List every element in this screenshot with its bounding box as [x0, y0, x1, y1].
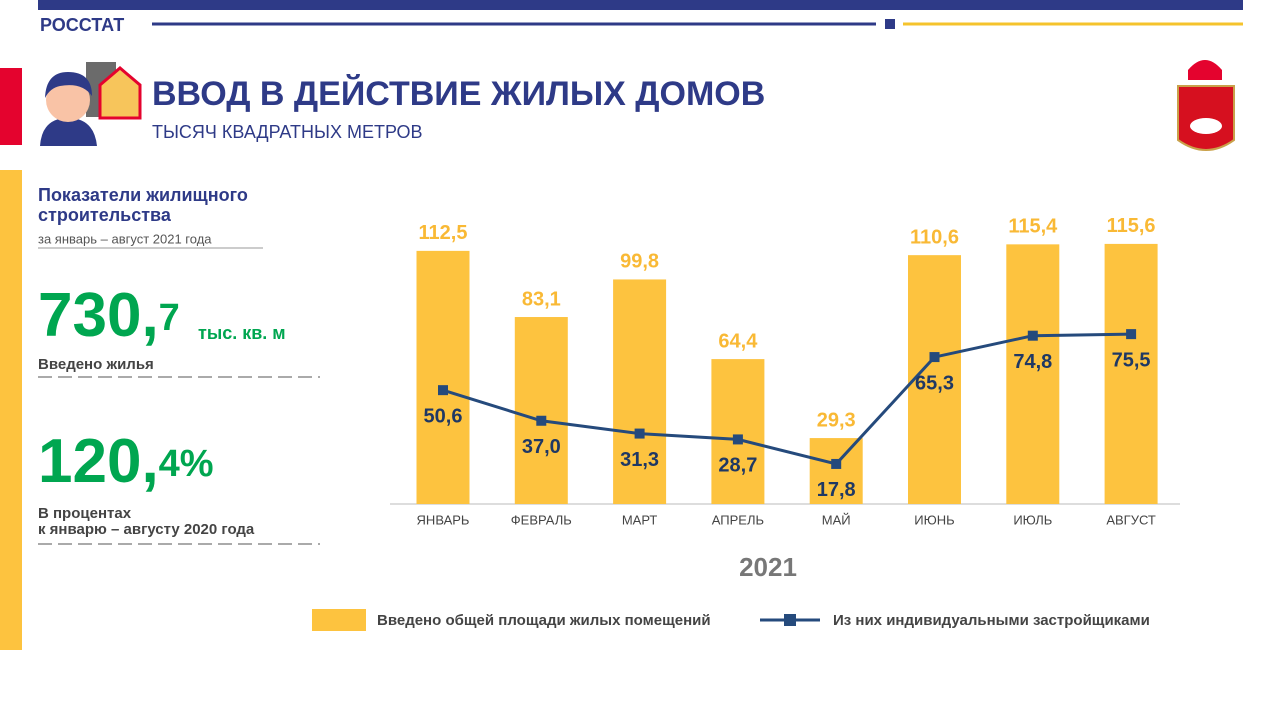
line-value-label: 74,8 [1013, 351, 1052, 373]
line-point [831, 458, 842, 469]
line-value-label: 75,5 [1112, 349, 1151, 371]
total-caption: Введено жилья [38, 356, 154, 373]
line-value-label: 28,7 [718, 455, 757, 477]
bar-value-label: 99,8 [620, 251, 659, 273]
bar-value-label: 64,4 [718, 330, 758, 352]
bar-value-label: 112,5 [419, 222, 468, 244]
percent-caption: к январю – августу 2020 года [38, 521, 255, 538]
bar [514, 317, 568, 504]
bar-value-label: 110,6 [910, 226, 959, 248]
line [442, 332, 1132, 466]
rule-dot [885, 19, 895, 29]
accent-red [0, 68, 22, 145]
line-point [732, 434, 743, 445]
bar [1006, 244, 1060, 504]
line-value-label: 50,6 [424, 405, 463, 427]
percent-caption: В процентах [38, 505, 132, 522]
line-point [438, 385, 448, 396]
x-tick-label: АВГУСТ [1106, 512, 1156, 527]
bar [1104, 243, 1158, 504]
x-tick-label: МАЙ [822, 512, 851, 527]
x-tick-label: ИЮЛЬ [1013, 512, 1052, 527]
x-axis-label: 2021 [739, 552, 797, 582]
icon [40, 62, 142, 146]
line-value-label: 31,3 [620, 449, 659, 471]
coat-of-arms [1177, 60, 1235, 151]
summary-period: за январь – август 2021 года [38, 231, 212, 246]
x-tick-label: ФЕВРАЛЬ [511, 512, 572, 527]
legend-label: Из них индивидуальными застройщиками [833, 612, 1150, 629]
subtitle: ТЫСЯЧ КВАДРАТНЫХ МЕТРОВ [152, 122, 423, 142]
line-value-label: 17,8 [817, 479, 856, 501]
bar [613, 279, 667, 504]
bar-value-label: 83,1 [522, 288, 561, 310]
legend-swatch [784, 614, 796, 626]
line-value-label: 65,3 [915, 372, 954, 394]
line-point [1027, 330, 1038, 341]
summary-heading: Показатели жилищного строительства [38, 185, 248, 225]
bar-value-label: 115,6 [1107, 215, 1156, 237]
legend-label: Введено общей площади жилых помещений [377, 612, 711, 629]
bar-value-label: 115,4 [1008, 216, 1058, 238]
bar-value-label: 29,3 [817, 409, 856, 431]
line-value-label: 37,0 [522, 436, 561, 458]
x-tick-label: ИЮНЬ [914, 512, 954, 527]
title: ВВОД В ДЕЙСТВИЕ ЖИЛЫХ ДОМОВ [152, 74, 765, 113]
line-point [536, 415, 547, 426]
total-unit: тыс. кв. м [198, 323, 286, 343]
line-point [634, 428, 645, 439]
percent-value: 120,4% [38, 427, 214, 496]
line-point [929, 352, 940, 363]
x-tick-label: ЯНВАРЬ [417, 512, 470, 527]
accent-yellow [0, 170, 22, 650]
top-bar [38, 0, 1243, 10]
org: РОССТАТ [40, 15, 124, 35]
bar [809, 438, 863, 504]
x-tick-label: АПРЕЛЬ [712, 512, 764, 527]
bar [416, 250, 470, 504]
legend-swatch [312, 609, 366, 631]
total-value: 730,7 [38, 281, 180, 350]
x-tick-label: МАРТ [622, 512, 658, 527]
line-point [1126, 329, 1137, 340]
bar [908, 255, 961, 504]
bar [711, 359, 765, 504]
